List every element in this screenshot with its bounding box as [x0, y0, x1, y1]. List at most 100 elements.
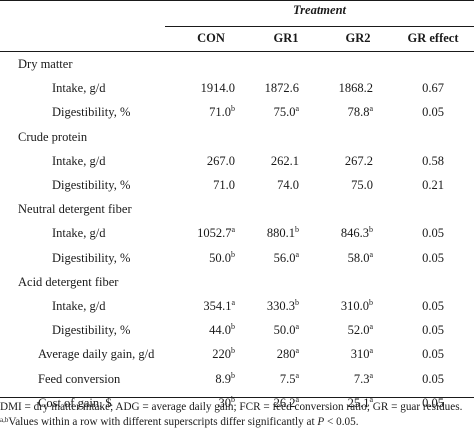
cell-value: 0.05	[422, 226, 444, 241]
table-cell: 220b	[176, 346, 235, 362]
table-row: Intake, g/d 1914.0 1872.6 1868.2 0.67	[0, 77, 474, 101]
cell-value: 0.05	[422, 395, 444, 410]
cell-value: 58.0	[347, 250, 370, 265]
table-cell: 0.05	[392, 372, 444, 387]
row-label: Feed conversion	[38, 371, 121, 386]
row-label: Digestibility, %	[52, 323, 131, 338]
cell-value: 0.67	[422, 81, 444, 96]
table-cell: 0.05	[392, 347, 444, 362]
table-cell: 310.0b	[325, 298, 373, 314]
cell-superscript: b	[295, 225, 299, 235]
table-cell: 0.05	[392, 105, 444, 120]
cell-value: 310	[350, 347, 370, 362]
footnote-text-2: < 0.05.	[324, 416, 359, 428]
cell-superscript: a	[369, 370, 373, 380]
table-cell: 74.0	[247, 178, 299, 193]
section-label: Dry matter	[18, 57, 73, 71]
cell-value: 0.05	[422, 371, 444, 386]
table-cell: 52.0a	[325, 322, 373, 338]
cell-superscript: a	[369, 104, 373, 114]
table-cell: 75.0a	[247, 104, 299, 120]
cell-superscript: a	[231, 298, 235, 307]
table-cell: 71.0	[176, 178, 235, 193]
section-row: Dry matter	[0, 53, 474, 77]
column-header-gr2: GR2	[345, 31, 371, 45]
cell-value: 262.1	[270, 153, 299, 168]
table-cell: 7.5a	[247, 371, 299, 387]
table-row: Feed conversion 8.9b 7.5a 7.3a 0.05	[0, 368, 474, 392]
cell-value: 75.0	[351, 178, 373, 192]
table-cell: 0.05	[392, 396, 444, 411]
row-label: Digestibility, %	[52, 250, 131, 265]
table-row: Cost of gain, $30b 26.2a 25.1a 0.05	[0, 392, 474, 416]
cell-superscript: b	[295, 298, 299, 307]
table-cell: 0.05	[392, 299, 444, 314]
cell-value: 846.3	[340, 226, 369, 241]
table-cell: 0.05	[392, 323, 444, 338]
cell-value: 1914.0	[200, 81, 235, 96]
cell-value: 0.05	[422, 105, 444, 120]
table-cell: 1872.6	[247, 81, 299, 96]
table-cell: 262.1	[247, 154, 299, 169]
cell-value: 0.21	[422, 178, 444, 192]
column-header-gr-effect: GR effect	[407, 31, 459, 45]
footnote-p: P	[317, 416, 325, 428]
table-row: Digestibility, % 44.0b 50.0a 52.0a 0.05	[0, 319, 474, 343]
table-cell: 330.3b	[247, 298, 299, 314]
table-cell: 58.0a	[325, 249, 373, 266]
table-bottom-rule	[0, 397, 474, 398]
table-cell: 26.2a	[247, 394, 299, 411]
cell-superscript: a	[231, 225, 235, 235]
cell-value: 310.0	[340, 299, 369, 313]
cell-value: 30	[218, 395, 232, 410]
cell-superscript: b	[231, 249, 235, 259]
table-cell: 0.05	[392, 226, 444, 241]
cell-value: 56.0	[273, 250, 296, 265]
cell-superscript: b	[369, 225, 373, 235]
cell-value: 220	[212, 347, 231, 362]
footnote-significance: a,bValues within a row with different su…	[0, 416, 474, 428]
cell-value: 267.2	[344, 153, 373, 168]
cell-superscript: a	[295, 249, 299, 259]
table-cell: 78.8a	[325, 104, 373, 120]
footnote-abbreviations: DMI = dry matter intake; ADG = average d…	[0, 401, 463, 413]
cell-value: 74.0	[277, 178, 299, 192]
cell-superscript: a	[295, 346, 299, 356]
cell-superscript: b	[231, 370, 235, 380]
table-top-rule	[0, 0, 474, 1]
cell-superscript: b	[231, 104, 235, 114]
cell-value: 0.05	[422, 323, 444, 338]
table-cell: 267.0	[176, 154, 235, 169]
table-cell: 1868.2	[325, 81, 373, 96]
section-row: Acid detergent fiber	[0, 271, 474, 295]
table-row: Digestibility, % 71.0b 75.0a 78.8a 0.05	[0, 101, 474, 125]
table-cell: 25.1a	[325, 395, 373, 411]
row-label: Digestibility, %	[52, 178, 131, 192]
table-cell: 0.21	[392, 178, 444, 193]
table-cell: 56.0a	[247, 249, 299, 266]
row-label: Intake, g/d	[52, 153, 106, 168]
treatment-underline	[165, 26, 474, 27]
table-cell: 0.58	[392, 154, 444, 169]
row-label: Intake, g/d	[52, 81, 106, 96]
cell-superscript: a	[369, 249, 373, 259]
table-row: Intake, g/d 354.1a 330.3b 310.0b 0.05	[0, 295, 474, 319]
row-label: Intake, g/d	[52, 226, 106, 241]
row-label: Intake, g/d	[52, 299, 106, 313]
treatment-group-header: Treatment	[292, 3, 346, 17]
table-cell: 880.1b	[247, 225, 299, 241]
cell-value: 7.3	[353, 371, 370, 386]
column-header-con: CON	[197, 31, 225, 45]
section-label: Neutral detergent fiber	[18, 202, 132, 217]
cell-superscript: a	[295, 394, 299, 404]
cell-value: 25.1	[347, 395, 370, 410]
table-cell: 30b	[176, 395, 236, 411]
table-row: Digestibility, % 50.0b 56.0a 58.0a 0.05	[0, 247, 474, 271]
cell-value: 78.8	[347, 105, 370, 120]
cell-superscript: b	[369, 298, 373, 307]
cell-value: 7.5	[279, 371, 296, 386]
cell-value: 44.0	[209, 323, 231, 338]
cell-value: 8.9	[215, 371, 231, 386]
cell-superscript: a	[369, 322, 373, 332]
